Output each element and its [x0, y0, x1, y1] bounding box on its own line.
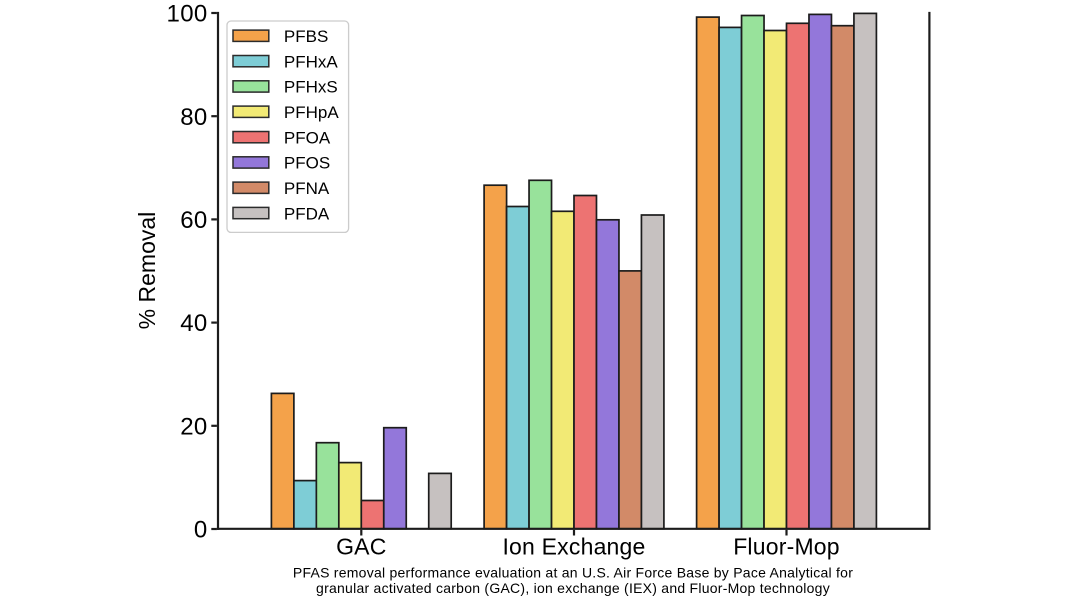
svg-text:PFOA: PFOA	[284, 128, 331, 147]
svg-text:Fluor-Mop: Fluor-Mop	[733, 534, 840, 560]
svg-text:100: 100	[167, 1, 208, 28]
svg-text:GAC: GAC	[336, 534, 386, 560]
svg-text:80: 80	[180, 104, 207, 131]
svg-text:PFBS: PFBS	[284, 27, 328, 46]
svg-text:PFHxA: PFHxA	[284, 52, 339, 71]
svg-text:PFDA: PFDA	[284, 204, 330, 223]
svg-text:40: 40	[180, 310, 207, 337]
svg-text:PFHpA: PFHpA	[284, 103, 339, 122]
svg-text:60: 60	[180, 207, 207, 234]
svg-text:PFHxS: PFHxS	[284, 78, 338, 97]
svg-text:granular activated carbon (GAC: granular activated carbon (GAC), ion exc…	[316, 580, 830, 596]
svg-text:0: 0	[194, 517, 208, 544]
svg-text:PFOS: PFOS	[284, 154, 330, 173]
svg-text:% Removal: % Removal	[134, 212, 160, 330]
svg-text:20: 20	[180, 413, 207, 440]
svg-text:PFAS removal performance evalu: PFAS removal performance evaluation at a…	[293, 565, 853, 581]
svg-text:PFNA: PFNA	[284, 179, 330, 198]
svg-text:Ion Exchange: Ion Exchange	[502, 534, 645, 560]
